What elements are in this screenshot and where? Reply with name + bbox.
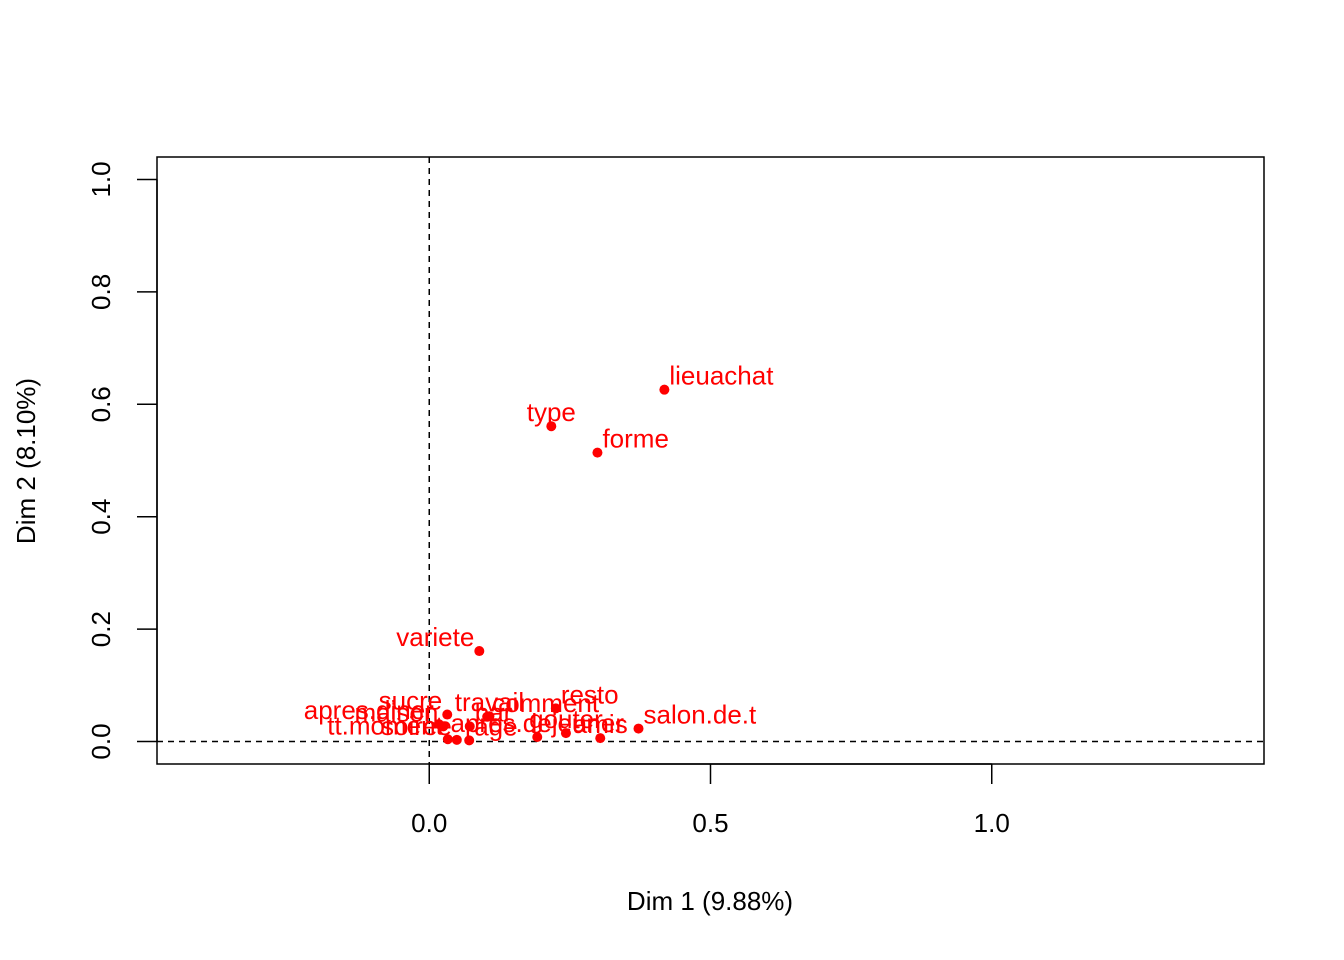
reference-lines <box>157 157 1264 764</box>
data-point-age <box>464 735 475 746</box>
y-axis-label: Dim 2 (8.10%) <box>11 378 41 544</box>
x-axis-label: Dim 1 (9.88%) <box>627 886 793 916</box>
data-point-soiree <box>451 734 462 745</box>
point-label-salon.de.t: salon.de.t <box>644 700 758 730</box>
point-label-lieuachat: lieuachat <box>669 361 774 391</box>
point-label-apres.diner: apres.diner <box>304 695 434 725</box>
point-label-bar: bar <box>475 697 513 727</box>
point-label-forme: forme <box>602 424 668 454</box>
data-point-gouter <box>560 728 571 739</box>
point-label-travail: travail <box>455 687 524 717</box>
point-label-age: age <box>474 711 517 741</box>
point-label-type: type <box>527 397 576 427</box>
x-axis: 0.0 0.5 1.0 <box>411 763 1010 838</box>
data-points: lieuachat type forme variete apres.dinersucr… <box>304 361 774 746</box>
data-point-maison <box>438 721 449 732</box>
point-label-amis: amis <box>573 709 628 739</box>
data-point-type <box>546 421 557 432</box>
y-tick-label: 0.4 <box>86 499 116 535</box>
data-point-apres.dejeuner <box>532 732 543 743</box>
plot-frame <box>156 156 1265 765</box>
point-label-gouter: gouter <box>529 704 603 734</box>
point-label-comment: comment <box>492 688 600 718</box>
point-label-soiree: soiree <box>381 711 452 741</box>
y-tick-label: 0.0 <box>86 723 116 759</box>
point-label-resto: resto <box>561 679 619 709</box>
data-point-forme <box>592 447 603 458</box>
data-point-comment <box>482 711 493 722</box>
point-label-apres.dejeuner: apres.dejeuner <box>451 708 625 738</box>
data-point-sucre <box>442 709 453 720</box>
x-tick-label: 0.5 <box>692 808 728 838</box>
y-axis: 0.0 0.2 0.4 0.6 0.8 1.0 <box>86 161 158 760</box>
y-tick-label: 0.6 <box>86 386 116 422</box>
data-point-tt.moment <box>442 734 453 745</box>
point-label-sucre: sucre <box>379 686 443 716</box>
x-tick-label: 1.0 <box>974 808 1010 838</box>
y-tick-label: 0.2 <box>86 611 116 647</box>
y-tick-label: 1.0 <box>86 161 116 197</box>
data-point-variete <box>474 646 485 657</box>
data-point-lieuachat <box>659 384 670 395</box>
x-tick-label: 0.0 <box>411 808 447 838</box>
point-label-tt.moment: tt.moment <box>327 710 443 740</box>
data-point-bar <box>464 721 475 732</box>
point-label-variete: variete <box>396 622 474 652</box>
data-point-amis <box>595 733 606 744</box>
data-point-resto <box>550 703 561 714</box>
y-tick-label: 0.8 <box>86 274 116 310</box>
data-point-salon.de.t <box>633 723 644 734</box>
point-label-maison: maison <box>354 697 438 727</box>
